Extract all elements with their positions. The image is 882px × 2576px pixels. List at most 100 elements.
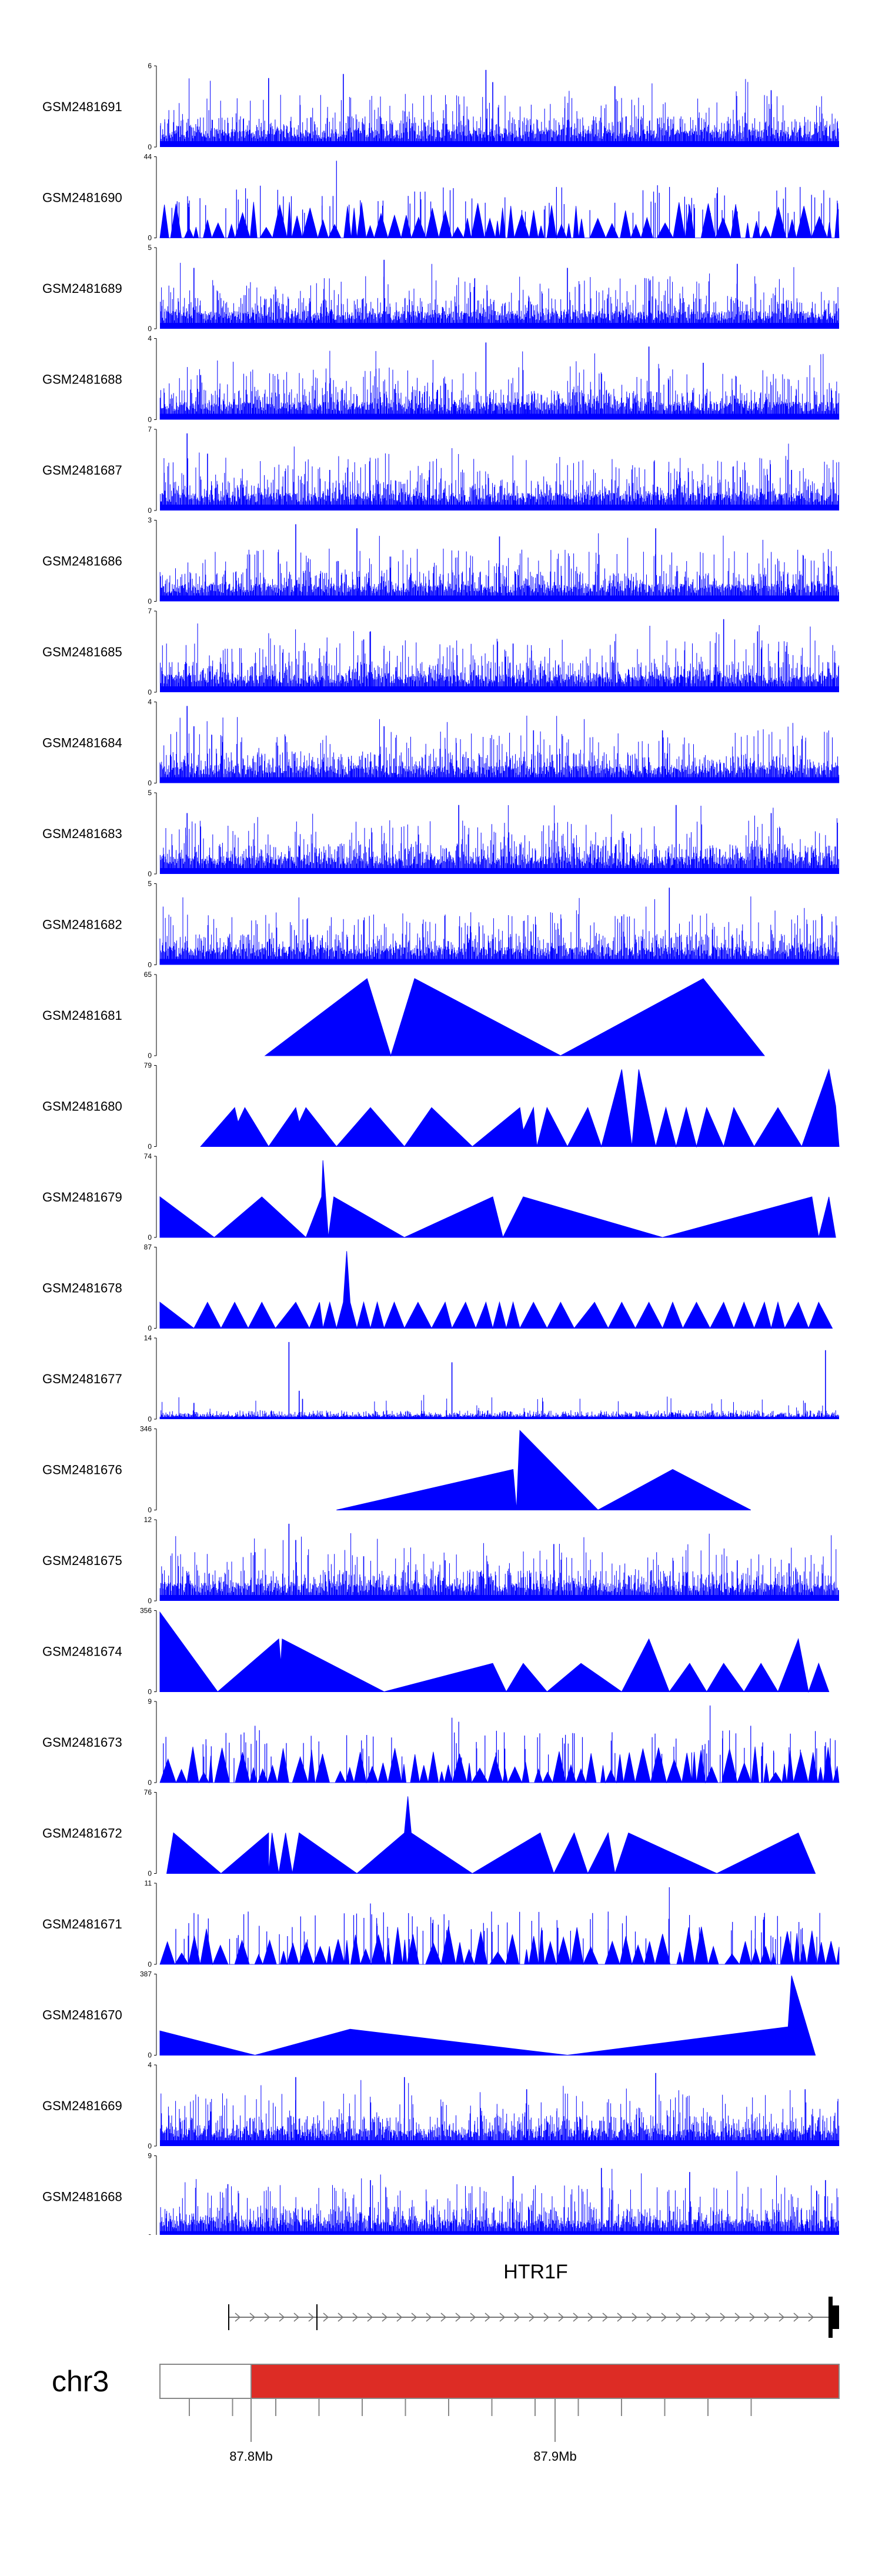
coverage-bars [160,443,840,510]
y-zero-label: 0 [148,1960,152,1968]
y-max-label: 5 [148,880,152,888]
coverage-peaks [363,619,759,692]
coverage-area [264,978,766,1057]
coverage-bars [159,715,840,783]
track-GSM2481688: GSM2481688 4 0 [42,335,840,424]
coverage-area [159,1976,816,2056]
coverage-peaks [193,259,738,329]
y-max-label: 9 [148,1697,152,1706]
track-GSM2481673: GSM2481673 9 0 [42,1697,840,1787]
track-label: GSM2481681 [42,1008,122,1023]
track-GSM2481682: GSM2481682 5 0 [42,880,839,969]
track-label: GSM2481676 [42,1463,122,1477]
track-GSM2481676: GSM2481676 346 0 [42,1425,751,1514]
track-GSM2481669: GSM2481669 4 0 [42,2061,840,2150]
gene-label: HTR1F [503,2261,568,2283]
coverage-bars [159,896,839,965]
track-label: GSM2481682 [42,917,122,932]
y-zero-label: 0 [148,1324,152,1333]
track-label: GSM2481678 [42,1281,122,1296]
coverage-area [159,1746,840,1784]
gene-exon-utr [833,2305,839,2329]
coverage-bars [159,1394,839,1419]
coverage-bars [160,2080,840,2146]
track-GSM2481681: GSM2481681 65 0 [42,970,766,1060]
track-label: GSM2481685 [42,645,122,659]
y-max-label: 79 [144,1062,152,1070]
track-label: GSM2481680 [42,1099,122,1114]
track-label: GSM2481674 [42,1644,122,1659]
y-max-label: 4 [148,2061,152,2069]
track-label: GSM2481689 [42,281,122,296]
track-GSM2481670: GSM2481670 387 0 [42,1970,816,2060]
coverage-base [160,777,839,783]
y-zero-label: 0 [148,2142,152,2150]
track-label: GSM2481673 [42,1735,122,1750]
y-zero-label: 0 [148,1143,152,1151]
track-label: GSM2481669 [42,2098,122,2113]
coverage-bars [160,623,839,692]
coverage-base [160,2231,839,2235]
y-zero-label: 0 [148,598,152,606]
y-zero-label: 0 [148,779,152,788]
coverage-base [160,1417,839,1419]
track-GSM2481675: GSM2481675 12 0 [42,1516,839,1605]
track-GSM2481691: GSM2481691 6 0 [42,62,839,151]
y-max-label: 87 [144,1243,152,1252]
y-max-label: 44 [144,153,152,161]
track-GSM2481687: GSM2481687 7 0 [42,425,840,515]
coverage-peaks [186,433,792,510]
coverage-base [160,323,839,329]
track-GSM2481679: GSM2481679 74 0 [42,1152,836,1242]
coverage-peaks [254,1523,738,1601]
y-zero-label: 0 [148,416,152,424]
y-max-label: 356 [140,1607,152,1615]
y-max-label: 65 [144,970,152,979]
coverage-area [159,1160,836,1239]
track-label: GSM2481668 [42,2190,122,2204]
coordinate-label-87-9: 87.9Mb [533,2449,576,2464]
genome-annotation: HTR1F chr3 87.8Mb 87.9Mb [52,2261,840,2464]
coverage-peaks [186,805,772,874]
coordinate-label-87-8: 87.8Mb [229,2449,272,2464]
coverage-tracks: GSM248169160GSM2481690440GSM248168950GSM… [42,62,840,2235]
coverage-base [160,959,839,965]
y-zero-label: 0 [148,234,152,242]
y-zero-label: 0 [148,2051,152,2060]
track-label: GSM2481684 [42,736,122,750]
coverage-base [160,505,839,510]
gene-exon [828,2297,833,2338]
y-zero-label: 0 [148,1052,152,1060]
track-label: GSM2481691 [42,99,122,114]
gene-strand-arrows [235,2313,814,2322]
y-max-label: 14 [144,1334,152,1342]
coverage-base [160,413,839,420]
y-zero-label: 0 [148,1870,152,1878]
track-GSM2481690: GSM2481690 44 0 [42,153,840,242]
coverage-area [336,1430,751,1511]
y-max-label: 12 [144,1516,152,1524]
y-zero-label: 0 [148,688,152,696]
track-label: GSM2481677 [42,1372,122,1386]
coverage-base [160,2140,839,2146]
gene-model [228,2297,839,2338]
coverage-peaks [186,706,663,783]
coverage-bars [159,2168,839,2235]
coverage-area [159,1611,830,1693]
y-max-label: 7 [148,425,152,433]
coordinate-axis [189,2398,752,2442]
track-GSM2481678: GSM2481678 87 0 [42,1243,833,1333]
track-label: GSM2481675 [42,1553,122,1568]
track-GSM2481680: GSM2481680 79 0 [42,1062,840,1151]
y-zero-label: 0 [148,1415,152,1423]
coverage-bars [160,262,839,329]
track-GSM2481686: GSM2481686 3 0 [42,516,839,606]
track-label: GSM2481690 [42,191,122,205]
coverage-bars [159,351,840,420]
coverage-base [160,141,839,147]
y-zero-label: 0 [148,143,152,151]
y-max-label: 11 [145,1879,152,1887]
track-label: GSM2481686 [42,554,122,569]
y-max-label: 346 [140,1425,152,1433]
track-GSM2481672: GSM2481672 76 0 [42,1788,816,1878]
